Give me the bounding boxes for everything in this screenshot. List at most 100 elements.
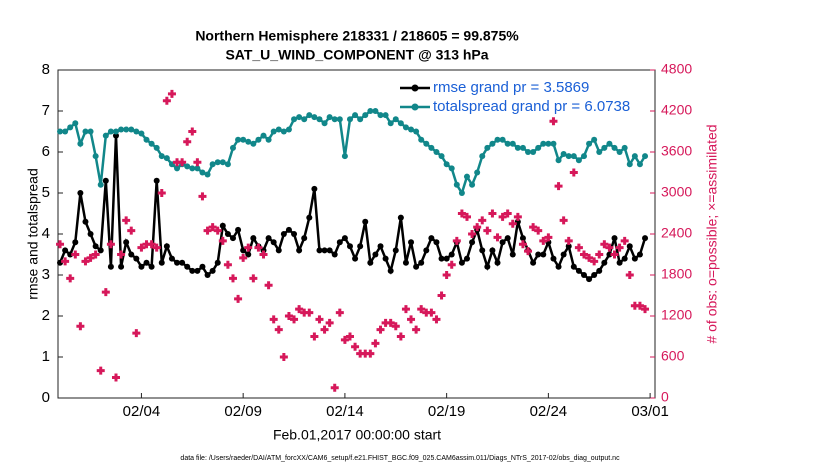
point (408, 126, 415, 133)
point (509, 140, 516, 147)
series-line (60, 109, 647, 196)
point (275, 126, 282, 133)
obs-marker (498, 212, 507, 221)
point (474, 169, 481, 176)
obs-marker (340, 335, 349, 344)
obs-marker (457, 209, 466, 218)
point (194, 165, 201, 172)
point (352, 112, 359, 119)
obs-marker (147, 240, 156, 249)
point (224, 161, 231, 168)
point (525, 149, 532, 155)
point (184, 163, 191, 170)
point (168, 255, 175, 262)
point (611, 235, 618, 242)
point (209, 161, 216, 168)
point (265, 235, 272, 242)
point (311, 185, 318, 192)
point (306, 214, 313, 221)
y-axis-label: rmse and totalspread (25, 168, 41, 300)
point (479, 153, 486, 160)
point (387, 120, 394, 127)
point (397, 214, 404, 221)
obs-marker (223, 260, 232, 269)
point (72, 120, 79, 127)
point (346, 243, 353, 250)
obs-marker (559, 216, 568, 225)
obs-marker (422, 308, 431, 317)
point (642, 235, 649, 242)
point (352, 255, 359, 262)
obs-marker (579, 250, 588, 259)
y-tick-label: 3 (42, 266, 50, 283)
point (133, 255, 140, 262)
point (184, 263, 191, 270)
obs-marker (534, 226, 543, 235)
point (616, 259, 623, 266)
obs-marker (361, 349, 370, 358)
point (423, 140, 430, 147)
obs-marker (244, 243, 253, 252)
x-tick-label: 03/01 (631, 403, 669, 420)
point (418, 259, 425, 266)
point (560, 151, 567, 158)
point (530, 259, 537, 266)
point (331, 116, 338, 123)
point (448, 251, 455, 258)
obs-marker (279, 353, 288, 361)
point (586, 276, 593, 283)
point (214, 159, 221, 166)
point (392, 247, 399, 254)
point (575, 267, 582, 274)
point (555, 263, 562, 270)
obs-marker (193, 158, 202, 167)
point (97, 181, 104, 188)
obs-marker (208, 223, 217, 232)
point (72, 239, 79, 246)
obs-marker (173, 158, 182, 167)
point (433, 149, 440, 155)
obs-marker (503, 209, 512, 218)
point (377, 243, 384, 250)
chart-subtitle: SAT_U_WIND_COMPONENT @ 313 hPa (225, 47, 488, 63)
point (540, 251, 547, 258)
obs-marker (254, 243, 263, 252)
point (82, 218, 89, 225)
obs-marker (483, 226, 492, 235)
point (499, 239, 506, 246)
point (433, 239, 440, 246)
point (245, 251, 252, 258)
obs-marker (407, 315, 416, 324)
obs-marker (605, 243, 614, 252)
point (341, 235, 348, 242)
point (62, 247, 69, 254)
point (291, 231, 298, 237)
obs-marker (610, 250, 619, 259)
obs-marker (635, 301, 644, 310)
point (107, 128, 114, 135)
point (158, 153, 165, 160)
point (494, 136, 501, 143)
point (453, 181, 460, 188)
obs-marker (529, 223, 538, 232)
point (631, 255, 638, 262)
obs-marker (188, 127, 197, 136)
obs-marker (132, 329, 141, 338)
point (489, 247, 496, 254)
point (565, 153, 572, 160)
point (530, 149, 537, 155)
obs-marker (366, 349, 375, 358)
obs-marker (106, 240, 115, 249)
obs-marker (345, 332, 354, 341)
obs-marker (508, 219, 517, 228)
point (463, 255, 470, 262)
point (611, 144, 618, 151)
obs-marker (620, 236, 629, 245)
point (591, 272, 598, 278)
point (194, 267, 201, 274)
point (606, 140, 613, 147)
chart-title: Northern Hemisphere 218331 / 218605 = 99… (195, 28, 519, 44)
obs-marker (376, 325, 385, 334)
obs-marker (56, 240, 65, 249)
obs-marker (157, 189, 166, 197)
